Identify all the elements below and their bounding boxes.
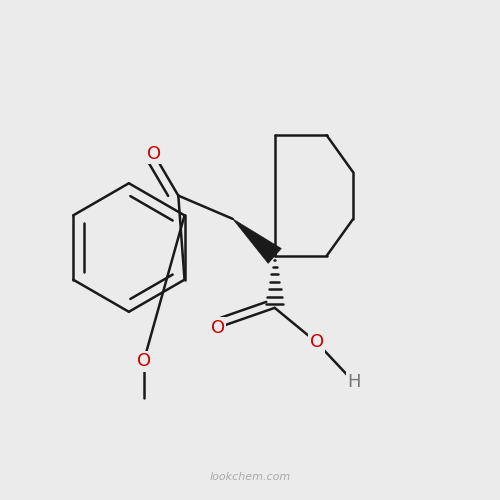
Text: O: O [211, 318, 225, 336]
Text: lookchem.com: lookchem.com [210, 472, 290, 482]
Text: O: O [136, 352, 151, 370]
Text: H: H [347, 373, 360, 391]
Text: O: O [310, 334, 324, 351]
Text: O: O [146, 144, 160, 162]
Polygon shape [232, 219, 281, 264]
